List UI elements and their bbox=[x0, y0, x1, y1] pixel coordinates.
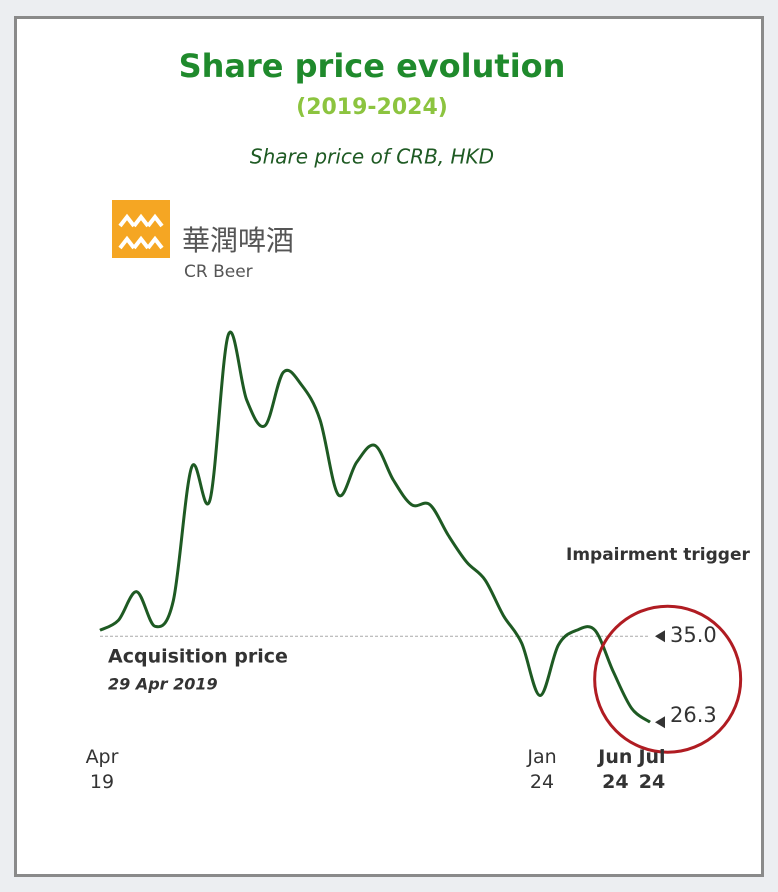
y-label: Share price of CRB, HKD bbox=[250, 145, 494, 169]
x-tick-label: Apr 19 bbox=[85, 746, 119, 793]
x-tick-label: Jul 24 bbox=[638, 746, 666, 793]
highlight-circle bbox=[593, 604, 743, 754]
reference-name: Acquisition price bbox=[108, 646, 288, 668]
reference-date: 29 Apr 2019 bbox=[108, 675, 218, 694]
annotation: Impairment trigger bbox=[566, 545, 750, 565]
x-tick-label: Jan 24 bbox=[527, 746, 557, 793]
end-marker bbox=[655, 716, 665, 729]
logo: 華潤啤酒 CR Beer bbox=[112, 200, 294, 282]
logo-square bbox=[112, 200, 170, 258]
card bbox=[14, 16, 764, 877]
x-tick-label: Jun 24 bbox=[598, 746, 633, 793]
end-label: 26.3 bbox=[670, 703, 717, 727]
logo-mark bbox=[118, 213, 164, 250]
reference-marker bbox=[655, 630, 665, 643]
chart-title: Share price evolution bbox=[179, 47, 566, 85]
reference-label: 35.0 bbox=[670, 623, 717, 647]
logo-name-en: CR Beer bbox=[184, 262, 253, 282]
chart-subtitle: (2019-2024) bbox=[296, 95, 448, 120]
price-line bbox=[99, 330, 651, 724]
logo-name: 華潤啤酒 bbox=[182, 224, 294, 257]
